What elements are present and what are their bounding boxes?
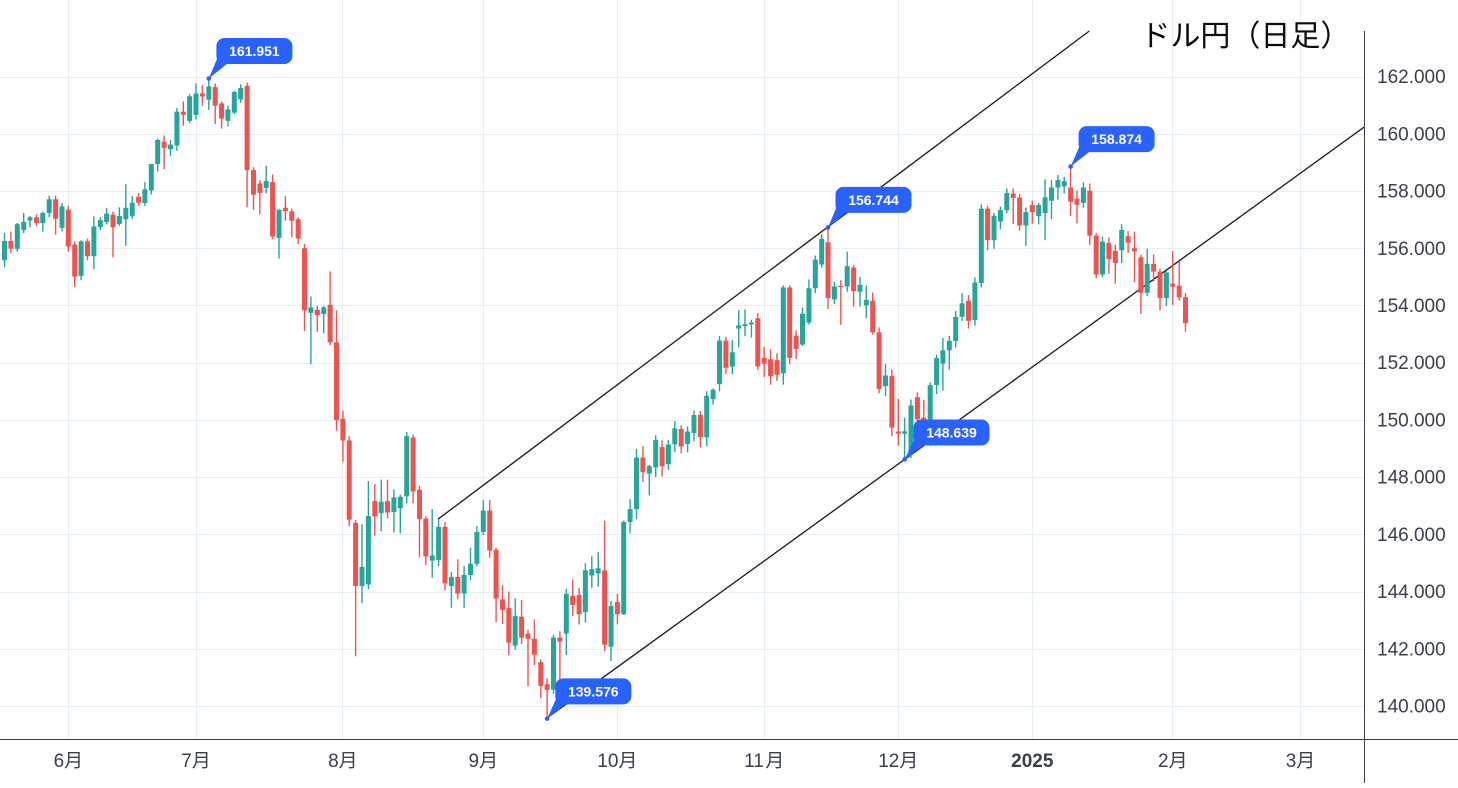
svg-text:2: 2 bbox=[1158, 751, 1169, 772]
svg-text:144.000: 144.000 bbox=[1377, 582, 1446, 603]
svg-text:148.639: 148.639 bbox=[926, 425, 977, 441]
svg-text:139.576: 139.576 bbox=[568, 683, 619, 699]
svg-text:11: 11 bbox=[744, 751, 764, 772]
svg-text:148.000: 148.000 bbox=[1377, 468, 1446, 489]
svg-text:156.744: 156.744 bbox=[848, 192, 899, 208]
svg-text:3: 3 bbox=[1286, 751, 1297, 772]
svg-text:158.874: 158.874 bbox=[1091, 131, 1142, 147]
svg-text:161.951: 161.951 bbox=[229, 43, 280, 59]
svg-text:146.000: 146.000 bbox=[1377, 525, 1446, 546]
svg-text:142.000: 142.000 bbox=[1377, 639, 1446, 660]
svg-text:6: 6 bbox=[54, 751, 65, 772]
svg-text:154.000: 154.000 bbox=[1377, 296, 1446, 317]
svg-text:9: 9 bbox=[469, 751, 480, 772]
svg-text:158.000: 158.000 bbox=[1377, 182, 1446, 203]
svg-text:162.000: 162.000 bbox=[1377, 67, 1446, 88]
svg-text:8: 8 bbox=[328, 751, 339, 772]
svg-text:140.000: 140.000 bbox=[1377, 697, 1446, 718]
svg-text:160.000: 160.000 bbox=[1377, 124, 1446, 145]
svg-text:10: 10 bbox=[597, 751, 618, 772]
svg-text:12: 12 bbox=[878, 751, 899, 772]
svg-text:156.000: 156.000 bbox=[1377, 239, 1446, 260]
svg-text:7: 7 bbox=[181, 751, 192, 772]
svg-text:152.000: 152.000 bbox=[1377, 353, 1446, 374]
svg-text:2025: 2025 bbox=[1011, 751, 1054, 772]
svg-text:150.000: 150.000 bbox=[1377, 410, 1446, 431]
